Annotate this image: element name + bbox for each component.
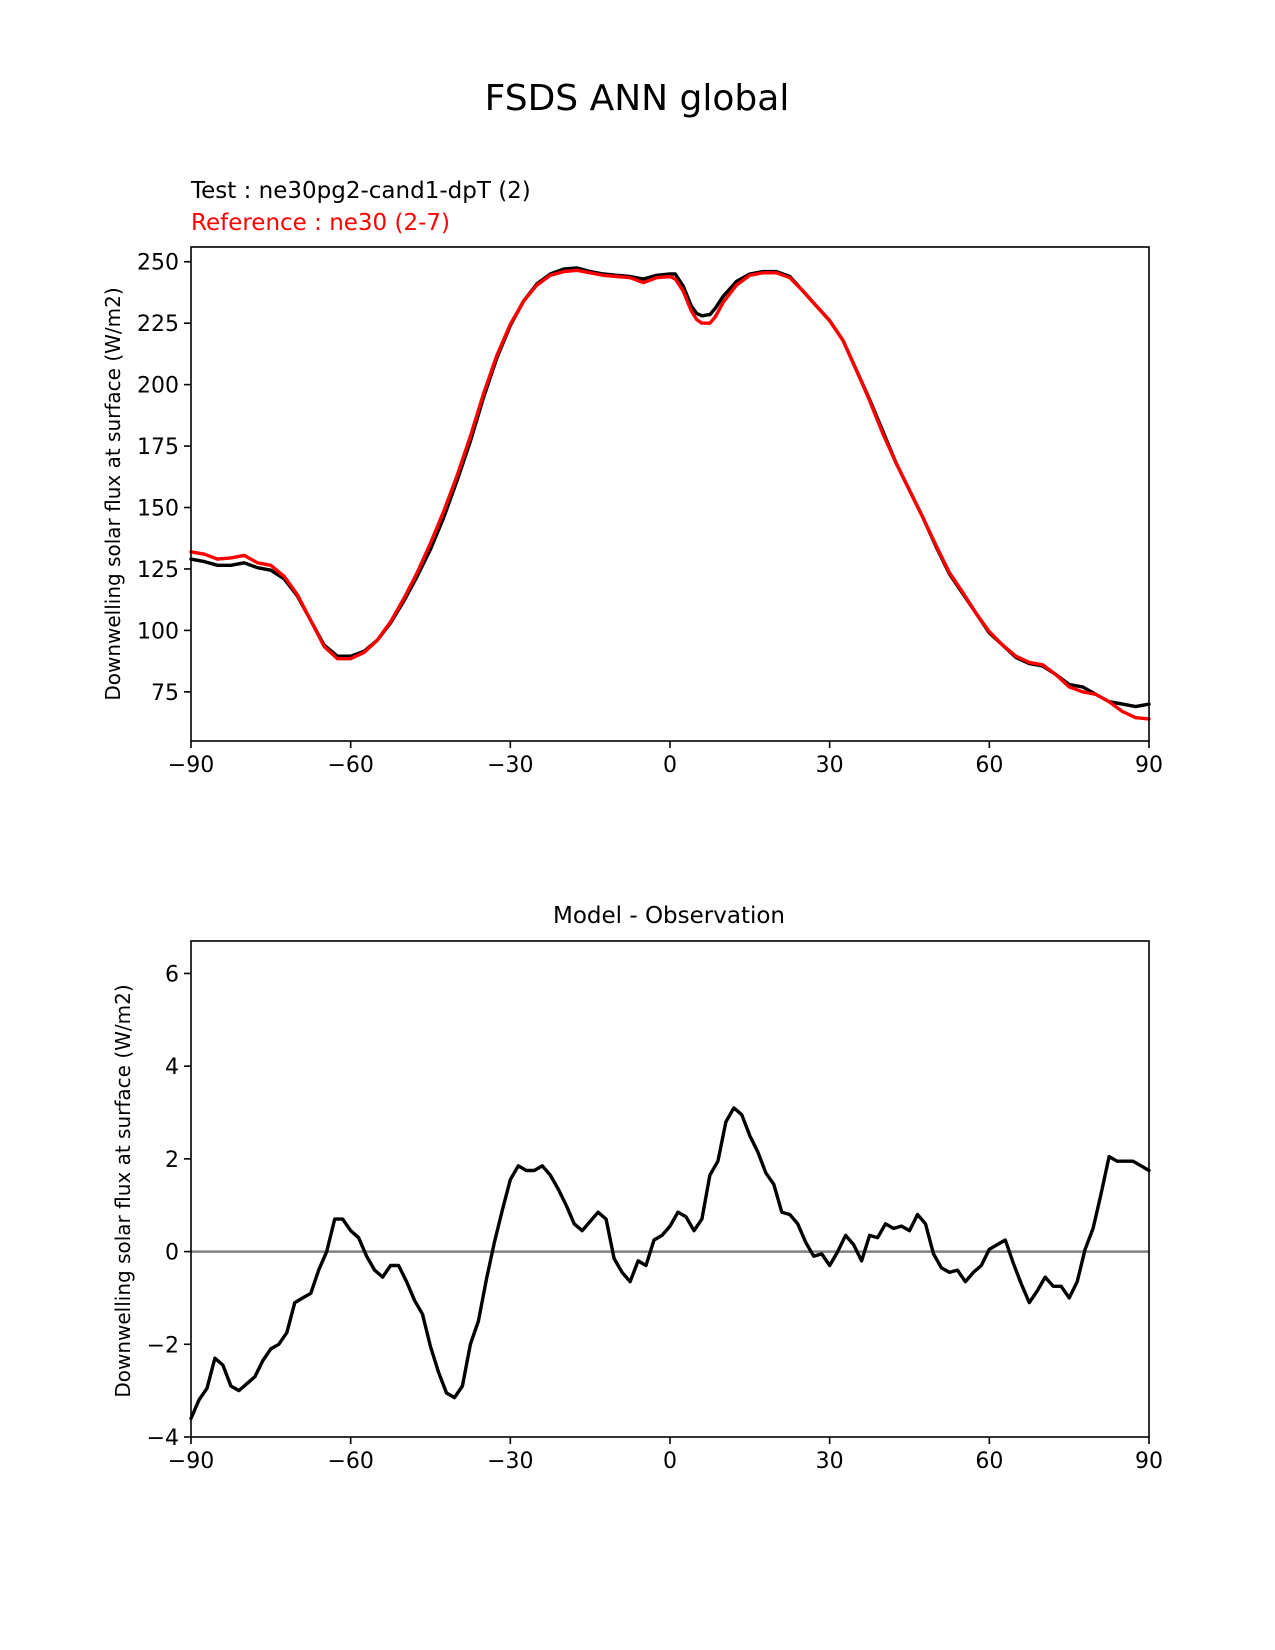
legend-reference-label: Reference : ne30 (2-7): [191, 210, 450, 236]
y-tick-label: 4: [165, 1055, 179, 1080]
y-tick-label: 200: [137, 374, 179, 399]
x-tick-label: −90: [168, 1449, 214, 1474]
x-tick-label: −30: [487, 753, 533, 778]
y-tick-label: 125: [137, 558, 179, 583]
bottom-y-axis-label: Downwelling solar flux at surface (W/m2): [111, 984, 135, 1397]
x-tick-label: −90: [168, 753, 214, 778]
y-tick-label: −4: [147, 1426, 179, 1451]
series-line-test: [189, 266, 1151, 709]
x-tick-label: −60: [327, 753, 373, 778]
y-tick-label: 100: [137, 619, 179, 644]
y-tick-label: 6: [165, 962, 179, 987]
x-tick-label: 30: [816, 753, 844, 778]
axes-frame: [190, 940, 1150, 1438]
x-tick-label: 90: [1135, 1449, 1163, 1474]
top-y-axis-label: Downwelling solar flux at surface (W/m2): [101, 287, 125, 700]
series-line-test: [189, 1106, 1151, 1421]
y-tick-label: 75: [151, 681, 179, 706]
y-tick-label: −2: [147, 1333, 179, 1358]
y-tick-label: 225: [137, 312, 179, 337]
x-tick-label: 90: [1135, 753, 1163, 778]
x-tick-label: 0: [663, 753, 677, 778]
top-chart: Test : ne30pg2-cand1-dpT (2) Reference :…: [101, 178, 1163, 778]
axes-frame: [190, 246, 1150, 742]
x-tick-label: −60: [327, 1449, 373, 1474]
y-tick-label: 150: [137, 497, 179, 522]
bottom-chart-title: Model - Observation: [553, 903, 785, 929]
x-tick-label: −30: [487, 1449, 533, 1474]
legend-test-label: Test : ne30pg2-cand1-dpT (2): [190, 178, 531, 204]
y-tick-label: 250: [137, 251, 179, 276]
y-tick-label: 175: [137, 435, 179, 460]
bottom-chart: Model - Observation Downwelling solar fl…: [111, 903, 1163, 1474]
x-tick-label: 0: [663, 1449, 677, 1474]
figure-title: FSDS ANN global: [485, 78, 790, 119]
x-tick-label: 60: [975, 1449, 1003, 1474]
series-line-reference: [189, 268, 1151, 721]
top-plot-area: −90 −60 −30 0 30 60 90 75 100 125 150 175 200 225 250: [137, 246, 1163, 778]
x-tick-label: 30: [816, 1449, 844, 1474]
y-tick-label: 2: [165, 1148, 179, 1173]
x-tick-label: 60: [975, 753, 1003, 778]
y-tick-label: 0: [165, 1241, 179, 1266]
bottom-plot-area: −90 −60 −30 0 30 60 90 −4 −2 0 2 4 6: [147, 940, 1163, 1474]
